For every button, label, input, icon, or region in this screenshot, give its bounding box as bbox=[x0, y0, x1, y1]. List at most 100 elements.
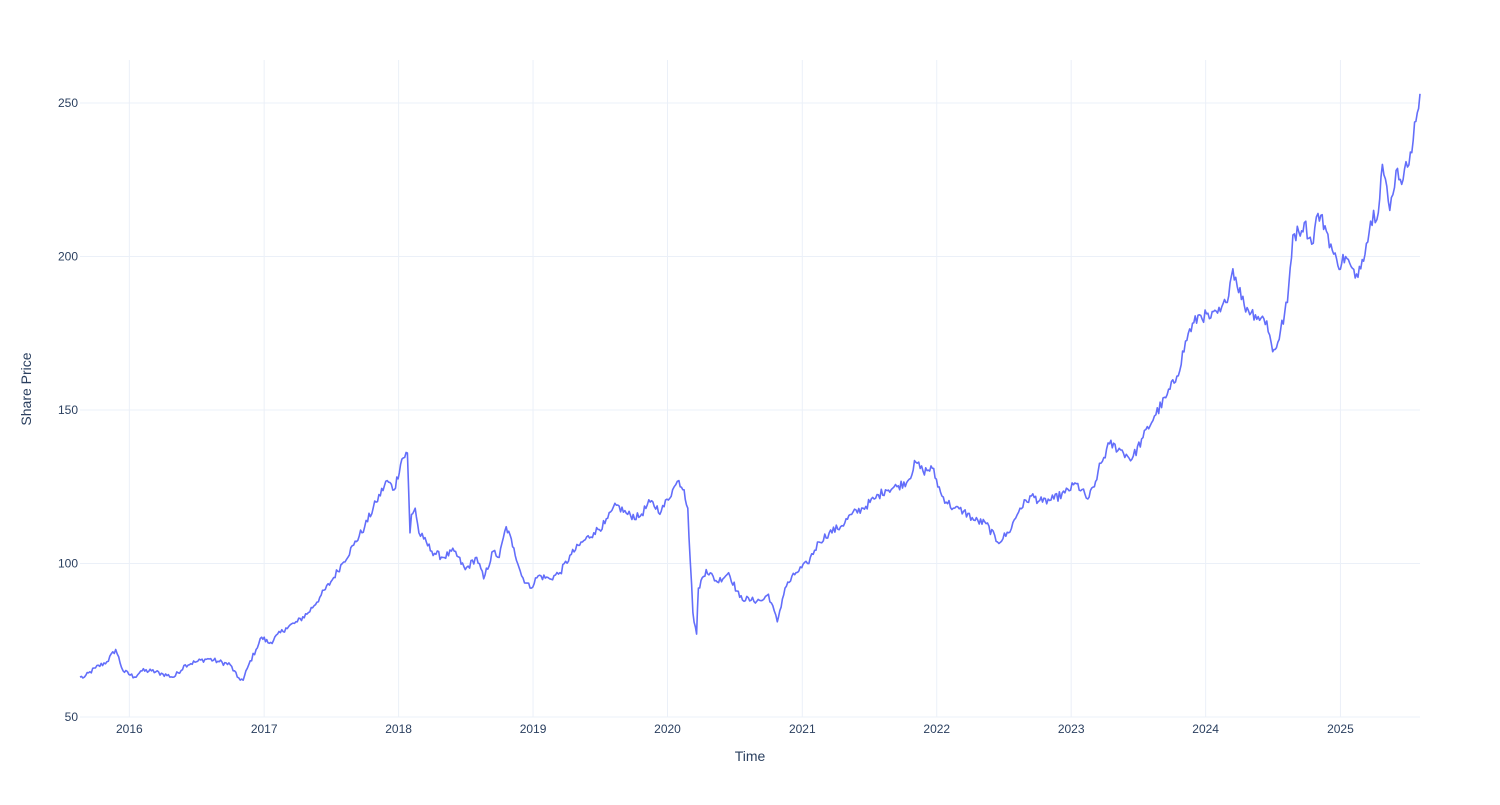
data-point bbox=[1197, 313, 1201, 317]
y-tick-label: 50 bbox=[65, 710, 79, 724]
data-point bbox=[1242, 304, 1246, 308]
data-point bbox=[491, 549, 495, 553]
data-point bbox=[715, 580, 719, 584]
data-point bbox=[906, 479, 910, 483]
data-point bbox=[872, 497, 876, 501]
data-point bbox=[385, 479, 389, 483]
data-point bbox=[1018, 506, 1022, 510]
data-point bbox=[1152, 414, 1156, 418]
data-point bbox=[1007, 531, 1011, 535]
y-tick-label: 250 bbox=[58, 96, 78, 110]
data-point bbox=[592, 531, 596, 535]
data-point bbox=[150, 669, 154, 673]
x-tick-label: 2017 bbox=[251, 722, 278, 736]
data-point bbox=[749, 598, 753, 602]
data-point bbox=[1041, 500, 1045, 504]
x-tick-label: 2019 bbox=[520, 722, 547, 736]
data-point bbox=[548, 577, 552, 581]
x-tick-label: 2016 bbox=[116, 722, 143, 736]
data-point bbox=[884, 488, 888, 492]
data-point bbox=[183, 663, 187, 667]
data-point bbox=[1367, 230, 1371, 234]
data-point bbox=[413, 506, 417, 510]
data-point bbox=[352, 543, 356, 547]
data-point bbox=[1372, 208, 1376, 212]
data-point bbox=[1253, 313, 1257, 317]
data-point bbox=[1316, 212, 1320, 216]
data-point bbox=[1086, 497, 1090, 501]
data-point bbox=[1388, 208, 1392, 212]
data-point bbox=[996, 540, 1000, 544]
y-tick-label: 200 bbox=[58, 249, 78, 263]
data-point bbox=[260, 635, 264, 639]
data-point bbox=[1285, 301, 1289, 305]
data-point bbox=[806, 562, 810, 566]
data-point bbox=[1353, 276, 1357, 280]
data-point bbox=[691, 611, 695, 615]
data-point bbox=[1276, 340, 1280, 344]
data-point bbox=[1063, 491, 1067, 495]
data-point bbox=[637, 515, 641, 519]
data-point bbox=[648, 500, 652, 504]
data-point bbox=[206, 657, 210, 661]
data-point bbox=[536, 574, 540, 578]
x-tick-label: 2020 bbox=[654, 722, 681, 736]
data-point bbox=[1224, 301, 1228, 305]
y-axis-ticks: 50 100 150 200 250 bbox=[58, 96, 78, 724]
data-point bbox=[475, 555, 479, 559]
data-point bbox=[1074, 482, 1078, 486]
data-point bbox=[1291, 233, 1295, 237]
data-point bbox=[704, 568, 708, 572]
data-point bbox=[1164, 396, 1168, 400]
data-point bbox=[1092, 485, 1096, 489]
data-point bbox=[463, 568, 467, 572]
data-point bbox=[318, 595, 322, 599]
data-point bbox=[441, 555, 445, 559]
data-point bbox=[973, 519, 977, 523]
data-point bbox=[1401, 178, 1405, 182]
y-tick-label: 100 bbox=[58, 556, 78, 570]
data-point bbox=[410, 512, 414, 516]
data-point bbox=[1052, 497, 1056, 501]
data-point bbox=[430, 549, 434, 553]
x-tick-label: 2021 bbox=[789, 722, 816, 736]
data-point bbox=[1130, 457, 1134, 461]
data-point bbox=[761, 598, 765, 602]
data-point bbox=[1380, 162, 1384, 166]
data-point bbox=[139, 669, 143, 673]
data-point bbox=[895, 485, 899, 489]
data-point bbox=[1323, 224, 1327, 228]
data-point bbox=[775, 620, 779, 624]
data-point bbox=[528, 586, 532, 590]
data-point bbox=[1271, 350, 1275, 354]
data-point bbox=[1108, 442, 1112, 446]
x-grid bbox=[128, 60, 1341, 717]
data-point bbox=[1336, 264, 1340, 268]
data-point bbox=[921, 469, 925, 473]
data-point bbox=[940, 494, 944, 498]
data-point bbox=[1265, 319, 1269, 323]
data-point bbox=[1141, 436, 1145, 440]
data-point bbox=[914, 460, 918, 464]
data-point bbox=[727, 571, 731, 575]
data-point bbox=[512, 546, 516, 550]
data-point bbox=[1119, 448, 1123, 452]
data-point bbox=[329, 580, 333, 584]
data-point bbox=[1297, 230, 1301, 234]
data-point bbox=[850, 512, 854, 516]
data-point bbox=[817, 540, 821, 544]
data-point bbox=[374, 500, 378, 504]
data-point bbox=[930, 466, 934, 470]
data-point bbox=[133, 675, 137, 679]
data-point bbox=[1418, 92, 1422, 96]
data-point bbox=[569, 552, 573, 556]
data-point bbox=[951, 506, 955, 510]
data-point bbox=[695, 632, 699, 636]
data-point bbox=[306, 611, 310, 615]
data-point bbox=[392, 488, 396, 492]
x-tick-label: 2025 bbox=[1327, 722, 1354, 736]
data-point bbox=[659, 509, 663, 513]
data-point bbox=[839, 525, 843, 529]
data-point bbox=[247, 663, 251, 667]
data-point bbox=[1029, 494, 1033, 498]
